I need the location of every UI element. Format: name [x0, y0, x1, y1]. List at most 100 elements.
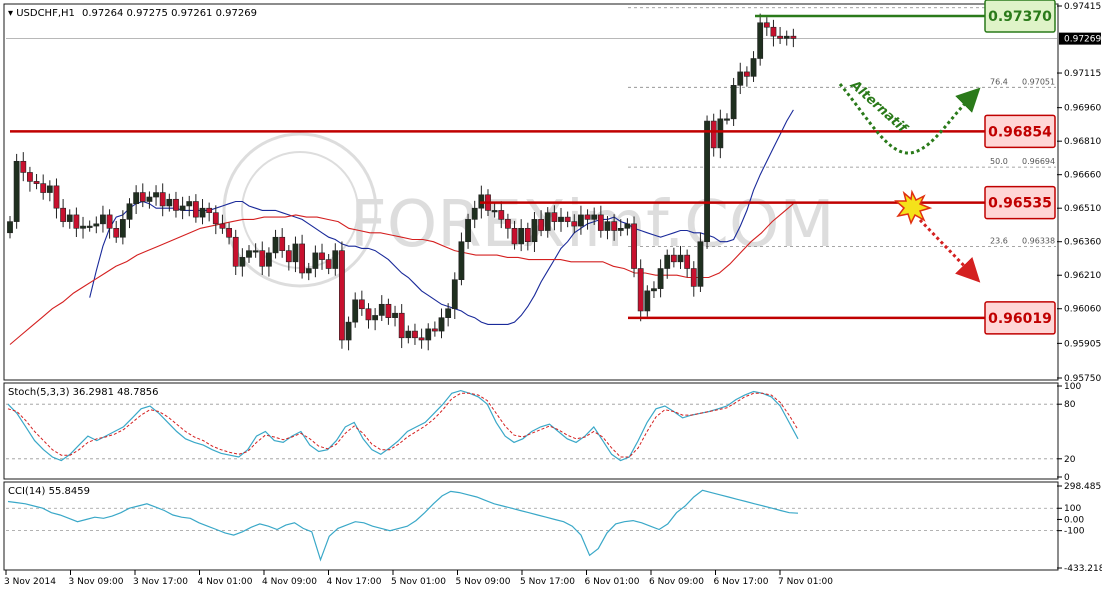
candle — [206, 202, 213, 222]
price-level-label: 0.97370 — [988, 9, 1052, 25]
price-axis: 0.97415 0.97115 0.96960 0.96810 0.96660 0.965… — [1057, 2, 1101, 384]
candle — [657, 259, 664, 298]
candle — [412, 323, 418, 345]
fib-ratio-label: 76.4 — [990, 77, 1008, 86]
candle — [743, 66, 750, 87]
candle — [597, 205, 604, 238]
cci-label: CCI(14) 55.8459 — [8, 486, 90, 497]
candle — [783, 30, 790, 46]
candle — [319, 243, 325, 270]
candle — [777, 27, 783, 44]
candle — [86, 220, 93, 232]
candle — [46, 180, 53, 202]
candle — [498, 201, 505, 229]
price-tick-label: 0.97415 — [1064, 2, 1101, 12]
candle — [285, 245, 292, 271]
alternatif-arrow — [838, 83, 981, 155]
candle — [246, 245, 252, 263]
candle — [558, 207, 564, 232]
candle — [325, 254, 332, 275]
candle — [232, 229, 239, 276]
candle — [518, 219, 525, 252]
candle — [179, 196, 186, 220]
time-tick-label: 3 Nov 17:00 — [133, 577, 188, 587]
candle — [724, 113, 730, 125]
time-tick-label: 4 Nov 09:00 — [262, 577, 317, 587]
price-tick-label: 0.97115 — [1064, 69, 1101, 79]
candle — [584, 209, 591, 230]
candle — [239, 248, 246, 277]
time-tick-label: 4 Nov 01:00 — [198, 577, 253, 587]
candle — [53, 178, 60, 219]
candle — [358, 290, 365, 316]
candle — [173, 191, 179, 218]
cci-tick-label: -433.2184 — [1064, 564, 1102, 574]
fib-ratio-label: 50.0 — [990, 157, 1008, 166]
fib-price-label: 0.97051 — [1022, 77, 1055, 86]
candle — [544, 207, 551, 238]
candle — [578, 205, 584, 235]
candle — [418, 328, 425, 349]
price-level-box — [984, 0, 1056, 33]
time-tick-label: 6 Nov 17:00 — [714, 577, 769, 587]
candle — [40, 174, 47, 200]
candle — [365, 303, 372, 329]
stoch-main-line — [7, 389, 799, 462]
candle — [93, 216, 100, 234]
candle — [531, 211, 538, 252]
price-tick-label: 0.96360 — [1064, 238, 1101, 248]
candle — [146, 191, 153, 209]
candle — [119, 210, 126, 245]
candle — [199, 199, 206, 225]
candle — [690, 261, 697, 297]
candle — [20, 152, 27, 182]
candle — [352, 292, 359, 328]
candle — [670, 247, 677, 268]
time-tick-label: 5 Nov 01:00 — [391, 577, 446, 587]
price-tick-label: 0.95750 — [1064, 374, 1101, 384]
candle — [272, 229, 279, 259]
price-level-label: 0.96535 — [988, 196, 1052, 212]
price-level-label: 0.96019 — [988, 311, 1052, 327]
watermark-text: FOREXimf.COM — [350, 188, 835, 262]
price-tick-label: 0.96660 — [1064, 171, 1101, 181]
time-axis: 3 Nov 2014 3 Nov 09:00 3 Nov 17:00 4 Nov 01… — [4, 570, 833, 587]
candle — [591, 207, 598, 225]
candle — [677, 245, 684, 269]
candle — [212, 205, 219, 235]
candle — [392, 305, 398, 327]
candle — [27, 166, 33, 192]
candle — [339, 241, 345, 349]
time-tick-label: 4 Nov 17:00 — [327, 577, 382, 587]
candle — [372, 308, 379, 331]
candle — [7, 216, 13, 239]
fib-price-label: 0.96694 — [1022, 157, 1055, 166]
time-tick-label: 3 Nov 09:00 — [69, 577, 124, 587]
candle — [697, 232, 704, 292]
time-tick-label: 5 Nov 09:00 — [456, 577, 511, 587]
candle — [431, 321, 438, 337]
candle — [564, 211, 571, 228]
candle — [458, 232, 465, 286]
candle — [730, 77, 737, 126]
candle — [770, 19, 777, 47]
candle — [524, 222, 531, 251]
price-level: 0.97370 — [755, 0, 1056, 33]
cci-tick-label: 298.4857 — [1064, 482, 1102, 492]
stoch-label: Stoch(5,3,3) 36.2981 48.7856 — [8, 387, 159, 398]
candle — [511, 220, 518, 250]
price-tick-label: 0.96810 — [1064, 137, 1101, 147]
stoch-tick-label: 80 — [1064, 400, 1076, 410]
candle — [538, 210, 544, 237]
candle — [651, 281, 657, 299]
chart-symbol-label: ▾ USDCHF,H1 — [8, 8, 75, 19]
candle — [624, 218, 631, 236]
candle — [153, 185, 159, 206]
stochastic-pane: 100 80 20 0 — [6, 382, 1081, 483]
candle — [425, 323, 432, 351]
candle — [60, 199, 67, 228]
price-level: 0.96019 — [628, 301, 1056, 335]
candle — [438, 308, 445, 339]
stoch-tick-label: 0 — [1064, 473, 1070, 483]
